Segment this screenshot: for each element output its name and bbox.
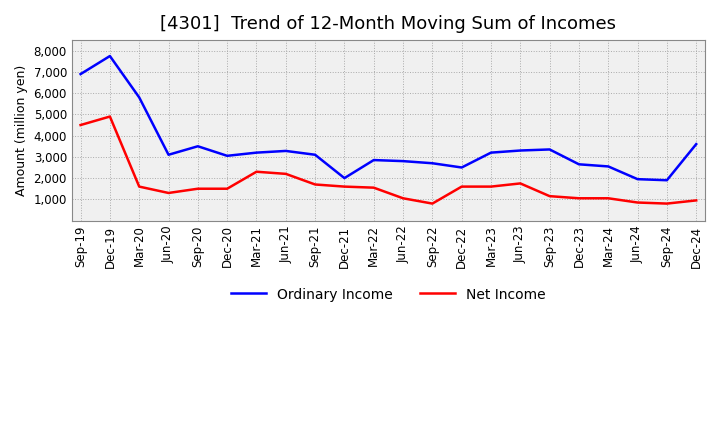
Ordinary Income	[223, 153, 232, 158]
Net Income	[692, 198, 701, 203]
Ordinary Income	[545, 147, 554, 152]
Net Income	[575, 196, 583, 201]
Legend: Ordinary Income, Net Income: Ordinary Income, Net Income	[225, 282, 552, 308]
Ordinary Income	[106, 53, 114, 59]
Net Income	[164, 191, 173, 196]
Ordinary Income	[369, 158, 378, 163]
Ordinary Income	[194, 143, 202, 149]
Net Income	[340, 184, 348, 189]
Ordinary Income	[428, 161, 437, 166]
Line: Net Income: Net Income	[81, 117, 696, 204]
Ordinary Income	[487, 150, 495, 155]
Ordinary Income	[662, 178, 671, 183]
Net Income	[662, 201, 671, 206]
Ordinary Income	[164, 152, 173, 158]
Net Income	[604, 196, 613, 201]
Net Income	[516, 181, 525, 186]
Ordinary Income	[76, 71, 85, 77]
Line: Ordinary Income: Ordinary Income	[81, 56, 696, 180]
Net Income	[194, 186, 202, 191]
Ordinary Income	[252, 150, 261, 155]
Ordinary Income	[575, 161, 583, 167]
Ordinary Income	[516, 148, 525, 153]
Net Income	[545, 194, 554, 199]
Ordinary Income	[604, 164, 613, 169]
Net Income	[223, 186, 232, 191]
Net Income	[106, 114, 114, 119]
Ordinary Income	[311, 152, 320, 158]
Ordinary Income	[399, 158, 408, 164]
Net Income	[369, 185, 378, 191]
Ordinary Income	[692, 142, 701, 147]
Net Income	[634, 200, 642, 205]
Net Income	[135, 184, 143, 189]
Net Income	[76, 122, 85, 128]
Net Income	[252, 169, 261, 174]
Ordinary Income	[340, 176, 348, 181]
Y-axis label: Amount (million yen): Amount (million yen)	[15, 65, 28, 196]
Ordinary Income	[634, 176, 642, 182]
Title: [4301]  Trend of 12-Month Moving Sum of Incomes: [4301] Trend of 12-Month Moving Sum of I…	[161, 15, 616, 33]
Net Income	[399, 196, 408, 201]
Net Income	[311, 182, 320, 187]
Net Income	[487, 184, 495, 189]
Ordinary Income	[135, 95, 143, 100]
Ordinary Income	[282, 148, 290, 154]
Net Income	[428, 201, 437, 206]
Net Income	[457, 184, 466, 189]
Net Income	[282, 171, 290, 176]
Ordinary Income	[457, 165, 466, 170]
